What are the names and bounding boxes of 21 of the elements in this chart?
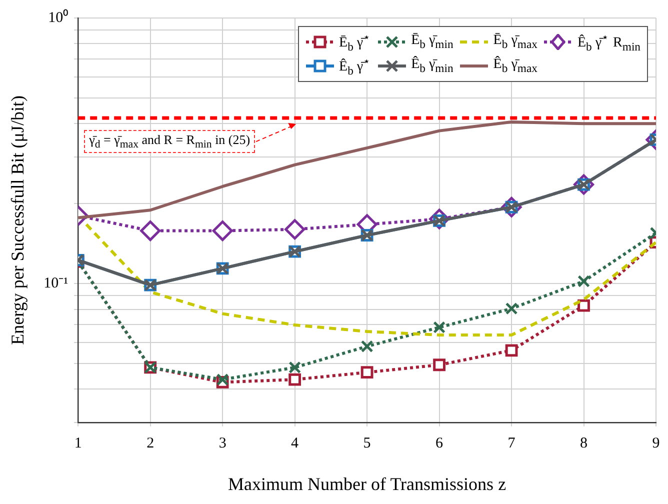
ref-line-label: γ̄$_{d}$ = γ̄$_{max}$ and R = R$_{min}$ in (25) (84, 130, 256, 153)
legend-label: Ê$_{b}$ γ̄$^{⋆}$ R$_{min}$ (577, 30, 641, 54)
y-axis-title: Energy per Successfull Bit (μJ/bit) (8, 96, 28, 345)
legend-label: Ē$_{b}$ γ̄$_{min}$ (411, 32, 454, 51)
legend-label: Ê$_{b}$ γ̄$_{max}$ (493, 57, 538, 76)
x-tick-label: 5 (363, 435, 371, 452)
x-tick-label: 2 (146, 435, 154, 452)
legend-label: Ē$_{b}$ γ̄$_{max}$ (493, 32, 538, 51)
x-tick-label: 8 (580, 435, 588, 452)
legend-label: Ê$_{b}$ γ̄$^{⋆}$ (339, 54, 372, 78)
y-tick-label: 10⁻¹ (44, 275, 68, 292)
legend-label: Ê$_{b}$ γ̄$_{min}$ (411, 57, 454, 76)
x-tick-label: 3 (218, 435, 226, 452)
x-tick-label: 6 (436, 435, 444, 452)
y-tick-label: 10⁰ (48, 8, 68, 26)
x-axis-title: Maximum Number of Transmissions z (228, 474, 506, 494)
x-tick-label: 4 (291, 435, 300, 452)
x-tick-label: 1 (74, 435, 82, 452)
x-tick-label: 9 (652, 435, 660, 452)
legend-label: Ē$_{b}$ γ̄$^{⋆}$ (339, 30, 372, 54)
x-tick-label: 7 (508, 435, 516, 452)
